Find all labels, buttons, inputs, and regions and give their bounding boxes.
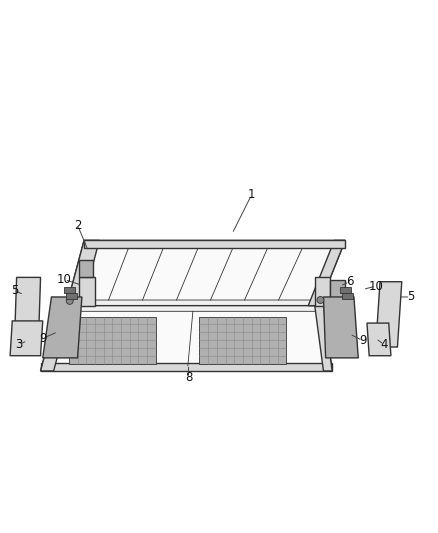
- Text: 8: 8: [185, 371, 192, 384]
- Polygon shape: [323, 297, 358, 358]
- Text: 10: 10: [368, 280, 383, 293]
- Circle shape: [66, 297, 73, 304]
- Polygon shape: [308, 240, 345, 305]
- Text: 6: 6: [346, 275, 353, 288]
- Text: 9: 9: [39, 332, 46, 345]
- Text: 10: 10: [57, 273, 72, 286]
- Polygon shape: [41, 305, 332, 371]
- Polygon shape: [79, 277, 95, 305]
- Polygon shape: [41, 363, 332, 371]
- Polygon shape: [74, 245, 339, 300]
- Bar: [64, 287, 74, 293]
- Polygon shape: [50, 311, 325, 366]
- Polygon shape: [69, 317, 156, 364]
- Polygon shape: [376, 282, 402, 347]
- Polygon shape: [330, 279, 345, 303]
- Text: 1: 1: [248, 188, 255, 201]
- Polygon shape: [199, 317, 286, 364]
- Bar: [342, 293, 353, 298]
- Text: 5: 5: [11, 284, 18, 297]
- Polygon shape: [43, 297, 82, 358]
- Circle shape: [317, 296, 324, 303]
- Polygon shape: [84, 240, 345, 248]
- Polygon shape: [79, 260, 93, 277]
- Text: 5: 5: [407, 290, 414, 303]
- Polygon shape: [10, 321, 43, 356]
- Polygon shape: [367, 323, 391, 356]
- Polygon shape: [14, 277, 41, 343]
- Bar: [340, 287, 351, 293]
- Text: 3: 3: [15, 338, 22, 351]
- Text: 4: 4: [381, 338, 388, 351]
- Polygon shape: [315, 277, 330, 305]
- Bar: [66, 293, 77, 298]
- Polygon shape: [41, 305, 71, 371]
- Text: 9: 9: [359, 334, 366, 347]
- Polygon shape: [315, 305, 332, 371]
- Text: 2: 2: [74, 219, 81, 232]
- Polygon shape: [67, 240, 99, 305]
- Polygon shape: [67, 240, 345, 305]
